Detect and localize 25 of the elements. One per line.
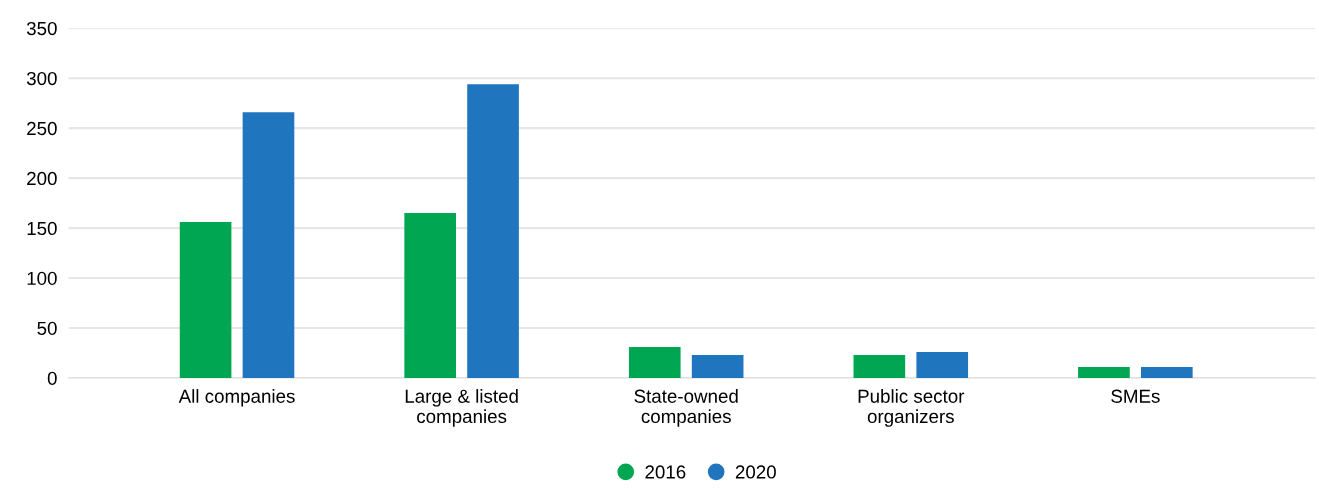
bar [404, 213, 456, 378]
bar [691, 355, 744, 378]
x-tick-label: Large & listed companies [405, 389, 518, 427]
y-tick-label: 200 [27, 171, 57, 186]
bar [853, 355, 906, 378]
bar [1078, 367, 1130, 378]
bar [242, 112, 295, 378]
x-tick-label: All companies [178, 389, 295, 407]
y-tick-label: 0 [47, 371, 57, 385]
legend-label: 2016 [645, 465, 686, 479]
bar [916, 352, 969, 378]
bar [179, 222, 232, 378]
x-tick-label: SMEs [1111, 389, 1160, 403]
y-tick-label: 150 [27, 221, 57, 236]
bar [628, 347, 681, 378]
y-tick-label: 100 [27, 271, 57, 286]
x-tick-label: Public sector organizers [858, 389, 965, 427]
y-tick-label: 300 [26, 71, 57, 86]
bar [1140, 367, 1193, 378]
y-tick-label: 50 [37, 321, 57, 336]
legend-label: 2020 [735, 465, 776, 479]
x-tick-label: State-owned companies [634, 389, 738, 427]
y-tick-label: 350 [26, 21, 57, 36]
bar [467, 84, 519, 378]
y-tick-label: 250 [27, 121, 57, 136]
